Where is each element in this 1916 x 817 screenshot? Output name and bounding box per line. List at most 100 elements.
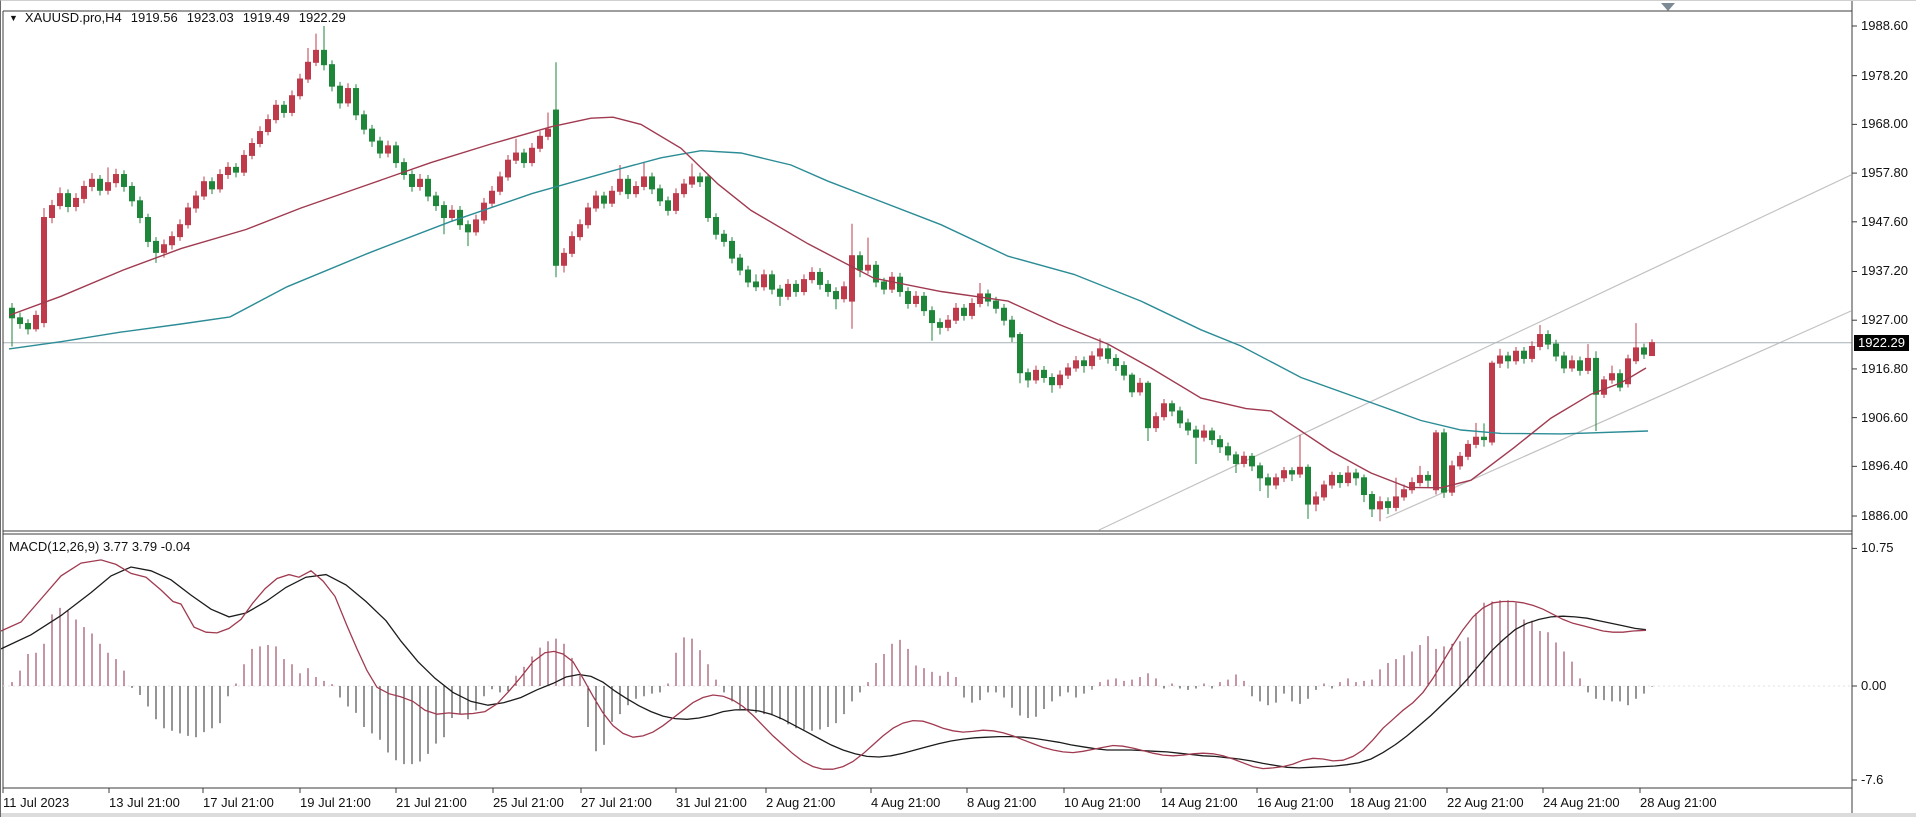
candle-body xyxy=(1033,369,1039,381)
candle-body xyxy=(1577,360,1583,371)
candle-body xyxy=(785,283,791,297)
candle-body xyxy=(49,205,55,219)
candle-body xyxy=(857,255,863,271)
candle-body xyxy=(697,176,703,183)
candle-body xyxy=(441,205,447,219)
candle-body xyxy=(761,274,767,288)
candle-body xyxy=(577,224,583,238)
chart-shift-marker-icon[interactable] xyxy=(1661,3,1675,11)
candle-body xyxy=(873,264,879,283)
candle-body xyxy=(1145,382,1151,429)
trendline-1 xyxy=(1098,174,1852,531)
candle-body xyxy=(1449,465,1455,493)
ohlc-low: 1919.49 xyxy=(242,10,290,25)
candle-body xyxy=(1121,365,1127,376)
candle-body xyxy=(417,178,423,187)
candle-body xyxy=(145,217,151,242)
candle-body xyxy=(929,310,935,324)
candle-body xyxy=(465,224,471,233)
candle-body xyxy=(1409,482,1415,491)
candle-body xyxy=(1321,484,1327,498)
candle-body xyxy=(113,174,119,184)
candle-body xyxy=(1585,357,1591,371)
candle-body xyxy=(1217,439,1223,448)
candle-body xyxy=(633,185,639,195)
macd-name: MACD(12,26,9) xyxy=(9,539,100,554)
candle-body xyxy=(681,183,687,195)
candle-body xyxy=(409,174,415,187)
candle-body xyxy=(1081,360,1087,367)
macd-indicator-label: MACD(12,26,9) 3.77 3.79 -0.04 xyxy=(9,539,190,554)
candle-body xyxy=(825,283,831,293)
candle-body xyxy=(1537,334,1543,347)
ma-slow-teal-line xyxy=(8,149,1649,435)
macd-axis-label: 0.00 xyxy=(1861,678,1887,693)
candle-body xyxy=(1425,474,1431,481)
candle-body xyxy=(793,283,799,293)
candle-body xyxy=(1025,372,1031,381)
candle-body xyxy=(433,195,439,207)
candle-body xyxy=(1625,358,1631,385)
candle-body xyxy=(833,291,839,300)
candle-body xyxy=(153,240,159,253)
candle-body xyxy=(481,202,487,221)
candle-body xyxy=(673,193,679,211)
candle-body xyxy=(969,302,975,316)
candle-body xyxy=(97,178,103,191)
candle-body xyxy=(1377,501,1383,510)
candle-body xyxy=(1057,374,1063,386)
candle-body xyxy=(297,78,303,97)
price-axis-label: 1957.80 xyxy=(1861,165,1908,181)
candle-body xyxy=(1113,357,1119,367)
candle-body xyxy=(1329,474,1335,486)
candle-body xyxy=(1169,403,1175,412)
time-axis-label: 18 Aug 21:00 xyxy=(1350,795,1427,810)
candle-body xyxy=(33,314,39,330)
time-axis-label: 16 Aug 21:00 xyxy=(1257,795,1334,810)
price-axis-label: 1916.80 xyxy=(1861,360,1908,376)
macd-values: 3.77 3.79 -0.04 xyxy=(102,539,191,554)
candle-body xyxy=(1065,367,1071,376)
candle-body xyxy=(161,244,167,253)
candle-body xyxy=(1185,422,1191,431)
time-axis-label: 27 Jul 21:00 xyxy=(581,795,652,810)
candle-body xyxy=(1313,496,1319,505)
candle-body xyxy=(241,154,247,173)
macd-main-line xyxy=(1,559,1647,770)
time-axis-label: 31 Jul 21:00 xyxy=(676,795,747,810)
candle-body xyxy=(1457,455,1463,467)
candle-body xyxy=(721,233,727,242)
candle-body xyxy=(753,281,759,288)
candle-body xyxy=(529,147,535,164)
candle-body xyxy=(569,236,575,254)
candle-body xyxy=(505,159,511,178)
candle-body xyxy=(89,178,95,187)
candle-body xyxy=(561,252,567,266)
price-axis-label: 1968.00 xyxy=(1861,116,1908,132)
candle-body xyxy=(289,95,295,113)
current-price-label: 1922.29 xyxy=(1854,334,1909,351)
candle-body xyxy=(377,140,383,154)
candle-body xyxy=(817,271,823,285)
candle-body xyxy=(1305,466,1311,505)
candle-body xyxy=(1233,454,1239,464)
candle-body xyxy=(225,166,231,176)
candle-body xyxy=(369,128,375,142)
candle-body xyxy=(609,190,615,204)
candle-body xyxy=(249,142,255,156)
candle-body xyxy=(801,279,807,293)
candle-body xyxy=(1009,319,1015,338)
time-axis-label: 2 Aug 21:00 xyxy=(766,795,836,810)
candle-body xyxy=(993,300,999,309)
candle-body xyxy=(601,195,607,204)
macd-axis-label: -7.6 xyxy=(1861,772,1884,787)
candle-body xyxy=(545,128,551,137)
candle-body xyxy=(889,276,895,290)
candle-body xyxy=(977,293,983,304)
time-axis-label: 24 Aug 21:00 xyxy=(1543,795,1620,810)
candle-body xyxy=(937,322,943,328)
symbol-dropdown-icon[interactable]: ▼ xyxy=(9,12,18,23)
candle-body xyxy=(1465,443,1471,457)
candle-body xyxy=(537,135,543,149)
